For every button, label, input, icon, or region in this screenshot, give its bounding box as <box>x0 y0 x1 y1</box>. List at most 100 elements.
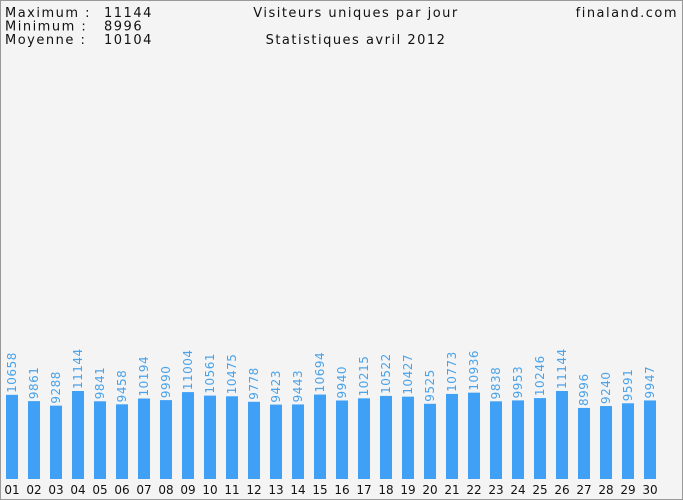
x-tick-label: 12 <box>246 483 261 497</box>
x-tick-label: 28 <box>598 483 613 497</box>
stat-value: 10104 <box>104 33 153 48</box>
x-tick-label: 29 <box>620 483 635 497</box>
value-label: 9458 <box>115 370 129 403</box>
bar <box>50 405 62 479</box>
value-label: 9423 <box>269 370 283 403</box>
value-label: 9591 <box>621 369 635 402</box>
bar <box>402 396 414 479</box>
bar <box>534 398 546 479</box>
value-label: 10475 <box>225 354 239 395</box>
stat-value: 11144 <box>104 6 153 21</box>
x-tick-label: 23 <box>488 483 503 497</box>
bar <box>578 407 590 479</box>
value-label: 11144 <box>555 348 569 389</box>
stat-label: Minimum : <box>5 20 87 35</box>
bar <box>512 400 524 479</box>
bar <box>424 403 436 479</box>
x-tick-label: 07 <box>136 483 151 497</box>
value-label: 10427 <box>401 354 415 395</box>
bar <box>94 401 106 479</box>
stat-label: Maximum : <box>5 6 91 21</box>
x-tick-label: 08 <box>158 483 173 497</box>
value-label: 9940 <box>335 366 349 399</box>
bar <box>28 401 40 479</box>
x-tick-label: 27 <box>576 483 591 497</box>
x-tick-label: 26 <box>554 483 569 497</box>
bar <box>358 398 370 479</box>
bar <box>248 401 260 479</box>
bar <box>226 396 238 479</box>
bar <box>182 392 194 479</box>
value-label: 9990 <box>159 366 173 399</box>
bar <box>160 400 172 479</box>
bar <box>292 404 304 479</box>
value-label: 10561 <box>203 353 217 394</box>
value-label: 11004 <box>181 349 195 390</box>
value-label: 9525 <box>423 369 437 402</box>
bar <box>490 401 502 479</box>
x-tick-label: 06 <box>114 483 129 497</box>
bar <box>138 398 150 479</box>
bar <box>314 394 326 479</box>
bar <box>116 404 128 479</box>
x-tick-label: 01 <box>4 483 19 497</box>
bar <box>270 404 282 479</box>
value-label: 10246 <box>533 355 547 396</box>
value-label: 9953 <box>511 366 525 399</box>
x-tick-label: 18 <box>378 483 393 497</box>
x-tick-label: 25 <box>532 483 547 497</box>
x-tick-label: 03 <box>48 483 63 497</box>
x-tick-label: 05 <box>92 483 107 497</box>
bar <box>446 393 458 479</box>
x-tick-label: 15 <box>312 483 327 497</box>
value-label: 10773 <box>445 351 459 392</box>
bar <box>622 403 634 479</box>
bar <box>204 395 216 479</box>
x-tick-label: 14 <box>290 483 305 497</box>
x-tick-label: 30 <box>642 483 657 497</box>
bar <box>72 391 84 479</box>
x-tick-label: 02 <box>26 483 41 497</box>
x-tick-label: 13 <box>268 483 283 497</box>
value-label: 9240 <box>599 371 613 404</box>
value-label: 10936 <box>467 350 481 391</box>
value-label: 11144 <box>71 348 85 389</box>
x-tick-label: 20 <box>422 483 437 497</box>
value-label: 9288 <box>49 371 63 404</box>
bar <box>6 394 18 479</box>
x-tick-label: 24 <box>510 483 525 497</box>
bar <box>380 395 392 479</box>
bar <box>468 392 480 479</box>
value-label: 9778 <box>247 367 261 400</box>
x-tick-label: 04 <box>70 483 85 497</box>
bar <box>556 391 568 479</box>
site-name: finaland.com <box>576 6 678 21</box>
value-label: 9443 <box>291 370 305 403</box>
value-label: 8996 <box>577 373 591 406</box>
chart-title: Visiteurs uniques par jour <box>253 6 459 21</box>
value-label: 10658 <box>5 352 19 393</box>
value-label: 9838 <box>489 367 503 400</box>
x-tick-label: 11 <box>224 483 239 497</box>
x-tick-label: 10 <box>202 483 217 497</box>
x-tick-label: 17 <box>356 483 371 497</box>
bar <box>600 406 612 479</box>
value-label: 10522 <box>379 353 393 394</box>
bar <box>336 400 348 479</box>
value-label: 10694 <box>313 352 327 393</box>
x-tick-label: 21 <box>444 483 459 497</box>
x-tick-label: 22 <box>466 483 481 497</box>
value-label: 9861 <box>27 367 41 400</box>
value-label: 10194 <box>137 356 151 397</box>
bar <box>644 400 656 479</box>
stat-value: 8996 <box>104 20 143 35</box>
x-tick-label: 16 <box>334 483 349 497</box>
stat-label: Moyenne : <box>5 33 86 48</box>
value-label: 10215 <box>357 356 371 397</box>
x-tick-label: 19 <box>400 483 415 497</box>
chart-subtitle: Statistiques avril 2012 <box>266 33 447 48</box>
value-label: 9841 <box>93 367 107 400</box>
x-tick-label: 09 <box>180 483 195 497</box>
value-label: 9947 <box>643 366 657 399</box>
